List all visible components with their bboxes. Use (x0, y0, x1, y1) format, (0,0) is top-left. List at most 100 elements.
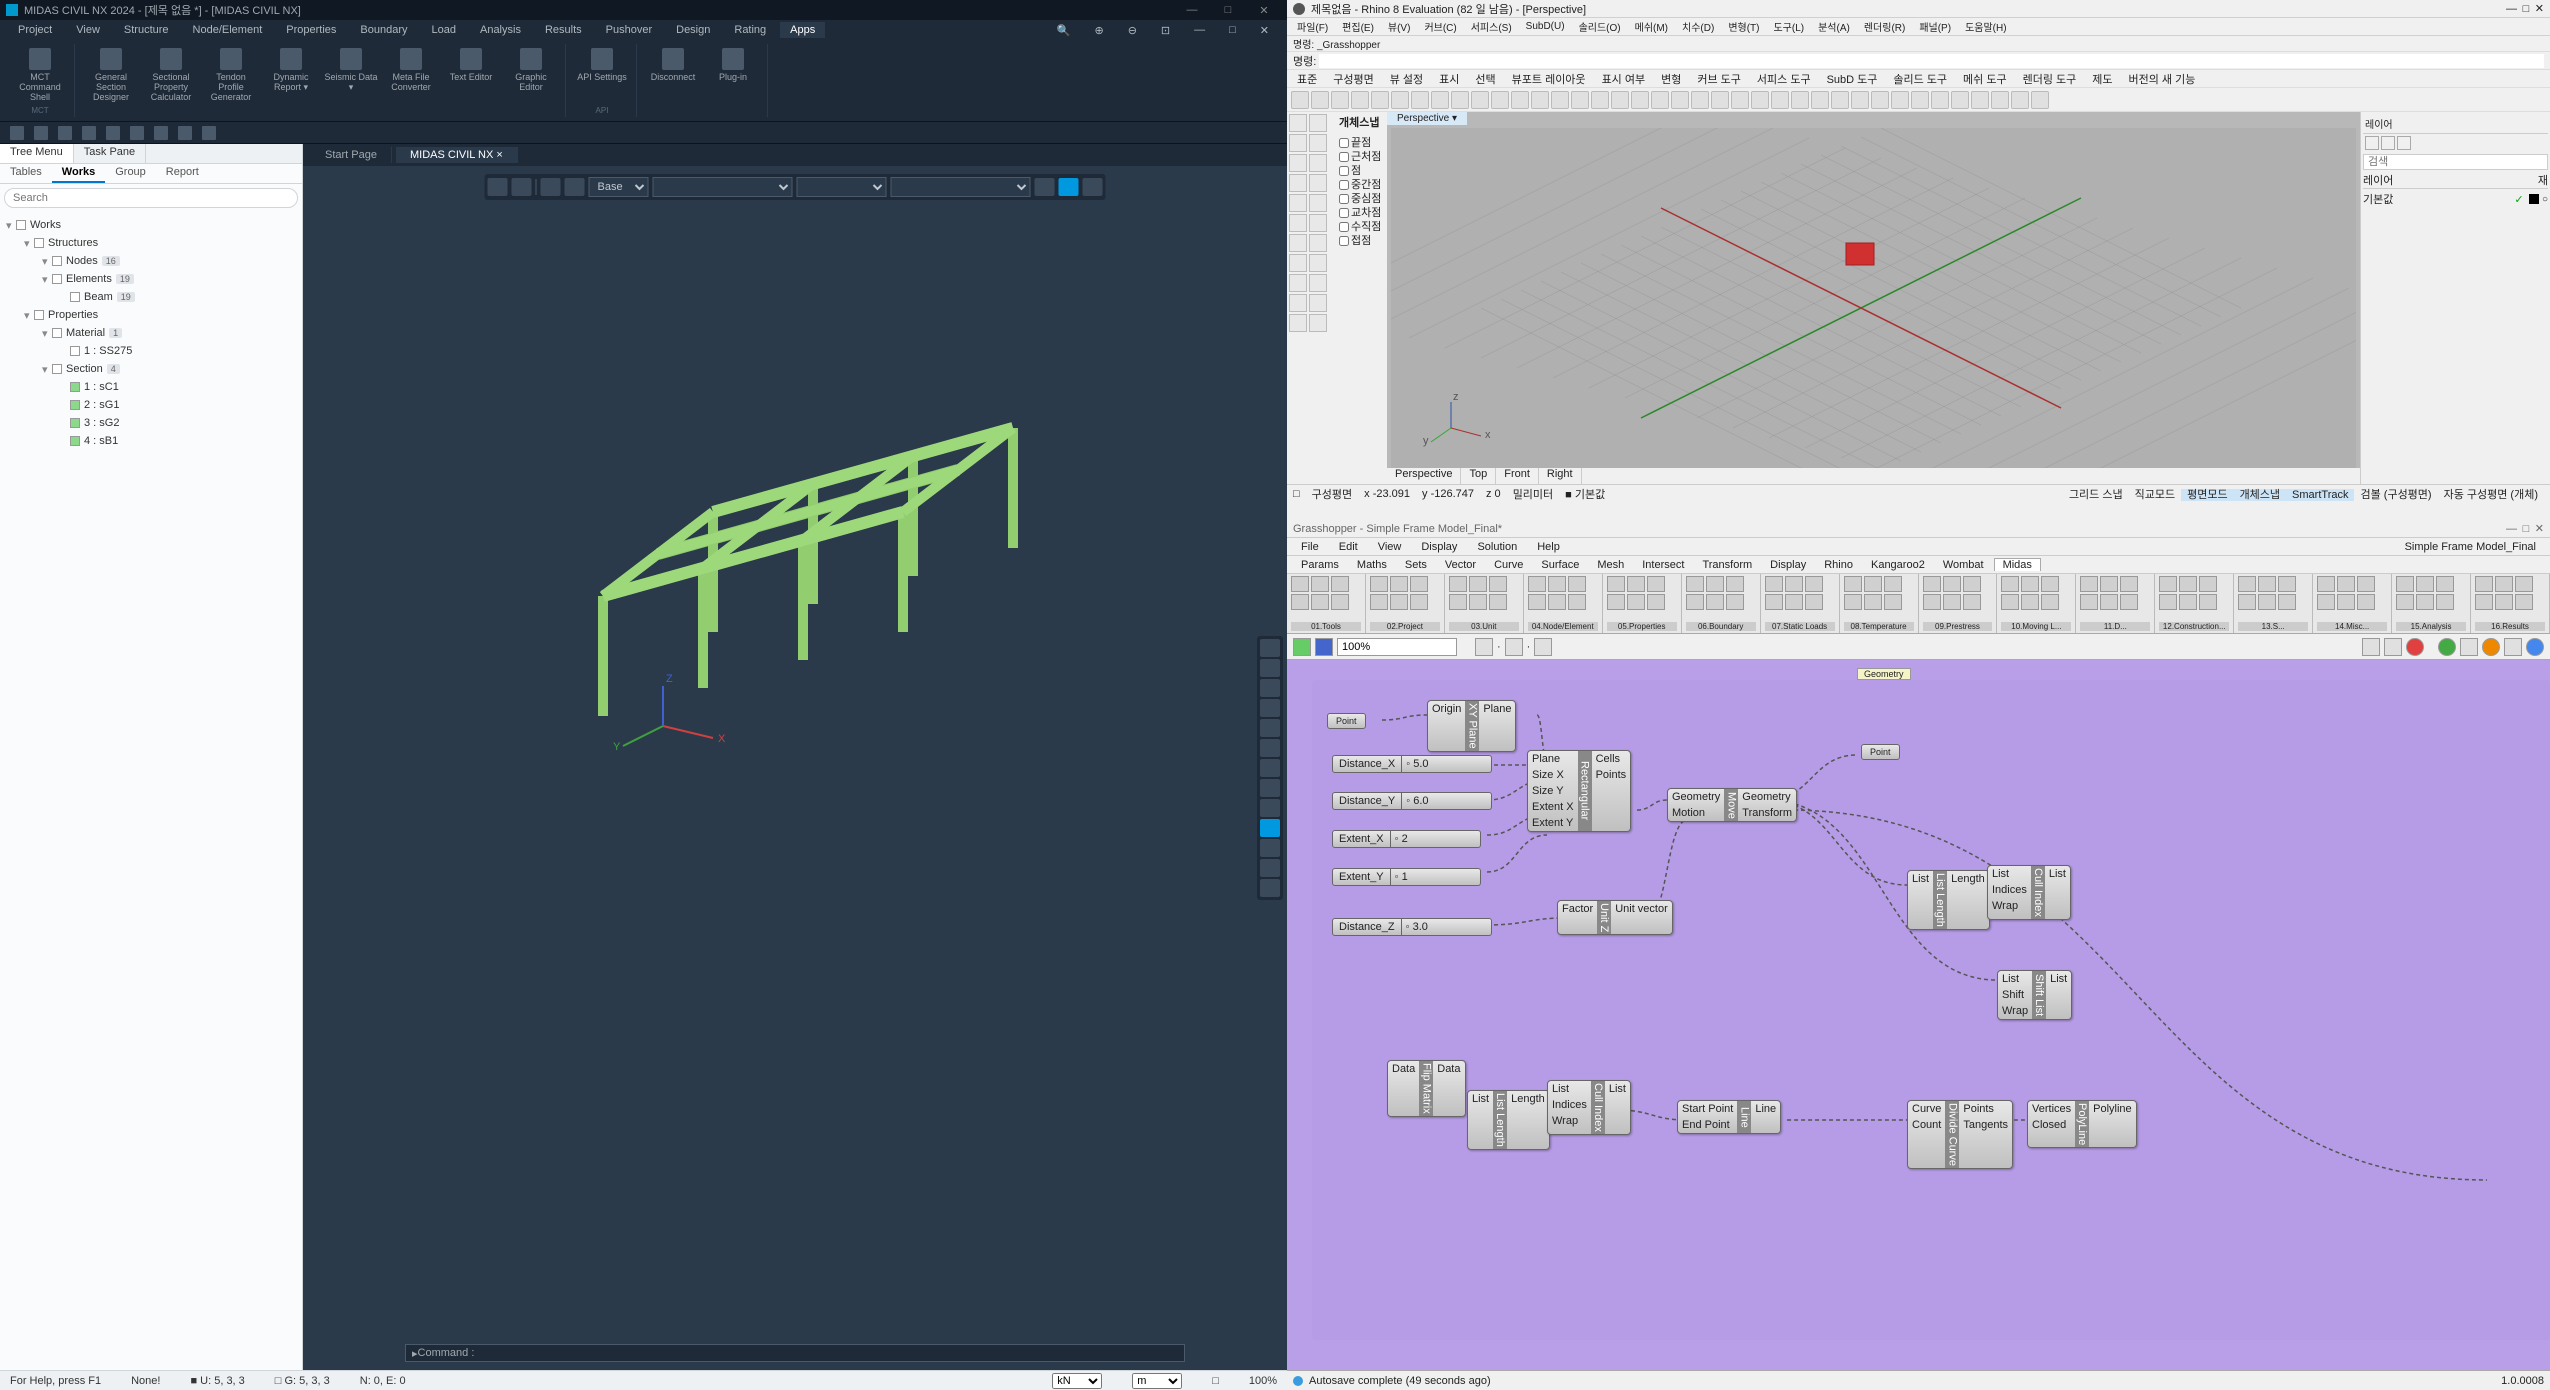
component-icon[interactable] (1568, 594, 1586, 610)
component-icon[interactable] (1627, 594, 1645, 610)
component-icon[interactable] (2199, 594, 2217, 610)
tree-node[interactable]: 3 : sG2 (0, 414, 302, 432)
command-line[interactable]: ▸ Command : (405, 1344, 1185, 1362)
tool-icon[interactable] (1309, 294, 1327, 312)
rv-icon[interactable] (1260, 859, 1280, 877)
component-icon[interactable] (2436, 576, 2454, 592)
tab-curve[interactable]: Curve (1486, 559, 1531, 571)
ribbon-api-settings[interactable]: API Settings (574, 46, 630, 83)
tab-sets[interactable]: Sets (1397, 559, 1435, 571)
toolbar-icon[interactable] (1311, 91, 1329, 109)
component-icon[interactable] (2120, 576, 2138, 592)
tool-tab[interactable]: 렌더링 도구 (2017, 71, 2083, 87)
toolbar-icon[interactable] (1911, 91, 1929, 109)
component-icon[interactable] (1963, 594, 1981, 610)
node-list-length[interactable]: ListList LengthLength (1467, 1090, 1550, 1150)
menu-item[interactable]: 솔리드(O) (1573, 19, 1627, 34)
menu-item[interactable]: 치수(D) (1676, 19, 1720, 34)
node-move[interactable]: GeometryMotionMoveGeometryTransform (1667, 788, 1797, 822)
tab-intersect[interactable]: Intersect (1634, 559, 1692, 571)
rhino-cmd-input[interactable] (1319, 54, 2544, 68)
node-divide-curve[interactable]: CurveCountDivide CurvePointsTangents (1907, 1100, 2013, 1169)
qb-icon[interactable] (10, 126, 24, 140)
slider-Extent_X[interactable]: Extent_X◦ 2 (1332, 830, 1481, 848)
component-icon[interactable] (1311, 594, 1329, 610)
min-icon[interactable]: — (2506, 523, 2517, 535)
slider-Distance_Y[interactable]: Distance_Y◦ 6.0 (1332, 792, 1492, 810)
component-icon[interactable] (1370, 594, 1388, 610)
menu-item[interactable]: SubD(U) (1520, 21, 1571, 32)
component-icon[interactable] (2495, 594, 2513, 610)
tool-icon[interactable] (1309, 114, 1327, 132)
toolbar-icon[interactable] (1611, 91, 1629, 109)
status-btn[interactable]: 평면모드 (2181, 489, 2233, 501)
ribbon-seismic-data-[interactable]: Seismic Data ▾ (323, 46, 379, 103)
tree-node[interactable]: Beam19 (0, 288, 302, 306)
tree-node[interactable]: ▾Section4 (0, 360, 302, 378)
component-icon[interactable] (1390, 576, 1408, 592)
component-icon[interactable] (2396, 576, 2414, 592)
tab-tree-menu[interactable]: Tree Menu (0, 144, 74, 163)
node-xy-plane[interactable]: OriginXY PlanePlane (1427, 700, 1516, 752)
pen-icon[interactable] (1534, 638, 1552, 656)
qb-icon[interactable] (82, 126, 96, 140)
menu-util-icon[interactable]: □ (1219, 22, 1246, 38)
tool-tab[interactable]: 표준 (1291, 71, 1323, 87)
osnap-수직점[interactable]: 수직점 (1339, 220, 1385, 234)
node-rectangular[interactable]: PlaneSize XSize YExtent XExtent YRectang… (1527, 750, 1631, 832)
menu-item[interactable]: 렌더링(R) (1858, 19, 1911, 34)
toolbar-icon[interactable] (1711, 91, 1729, 109)
component-icon[interactable] (1489, 576, 1507, 592)
max-icon[interactable]: □ (2523, 3, 2530, 15)
component-icon[interactable] (2357, 594, 2375, 610)
close-icon[interactable]: ✕ (2535, 2, 2544, 15)
tool-icon[interactable] (1309, 174, 1327, 192)
toolbar-icon[interactable] (1771, 91, 1789, 109)
toolbar-icon[interactable] (1511, 91, 1529, 109)
tab-surface[interactable]: Surface (1533, 559, 1587, 571)
component-icon[interactable] (2515, 576, 2533, 592)
vt-icon[interactable] (1035, 178, 1055, 196)
menu-load[interactable]: Load (422, 22, 466, 38)
component-icon[interactable] (2436, 594, 2454, 610)
component-icon[interactable] (1844, 594, 1862, 610)
component-icon[interactable] (1765, 594, 1783, 610)
tab-tables[interactable]: Tables (0, 164, 52, 183)
menu-display[interactable]: Display (1413, 541, 1465, 553)
toolbar-icon[interactable] (1471, 91, 1489, 109)
tool-icon[interactable] (1289, 254, 1307, 272)
component-icon[interactable] (1686, 576, 1704, 592)
qb-icon[interactable] (178, 126, 192, 140)
component-icon[interactable] (1331, 576, 1349, 592)
vp-tab-top[interactable]: Top (1461, 468, 1496, 484)
component-icon[interactable] (1943, 594, 1961, 610)
param-point[interactable]: Point (1327, 713, 1366, 729)
component-icon[interactable] (2159, 594, 2177, 610)
tool-icon[interactable] (1289, 274, 1307, 292)
tree-node[interactable]: ▾Works (0, 216, 302, 234)
ribbon-text-editor[interactable]: Text Editor (443, 46, 499, 103)
menu-structure[interactable]: Structure (114, 22, 179, 38)
toolbar-icon[interactable] (2011, 91, 2029, 109)
menu-pushover[interactable]: Pushover (596, 22, 662, 38)
menu-item[interactable]: 분석(A) (1812, 19, 1856, 34)
menu-item[interactable]: 패널(P) (1913, 19, 1957, 34)
slider-Extent_Y[interactable]: Extent_Y◦ 1 (1332, 868, 1481, 886)
component-icon[interactable] (1864, 576, 1882, 592)
menu-item[interactable]: 서피스(S) (1465, 19, 1518, 34)
vp-tab-right[interactable]: Right (1539, 468, 1582, 484)
tool-tab[interactable]: 표시 여부 (1596, 71, 1652, 87)
component-icon[interactable] (1528, 576, 1546, 592)
tool-tab[interactable]: 뷰 설정 (1384, 71, 1429, 87)
component-icon[interactable] (1706, 576, 1724, 592)
osnap-중간점[interactable]: 중간점 (1339, 178, 1385, 192)
rv-icon[interactable] (1260, 839, 1280, 857)
component-icon[interactable] (2001, 594, 2019, 610)
vt-icon[interactable] (512, 178, 532, 196)
node-shift-list[interactable]: ListShiftWrapShift ListList (1997, 970, 2072, 1020)
qb-icon[interactable] (154, 126, 168, 140)
qb-icon[interactable] (106, 126, 120, 140)
sketch-icon[interactable] (1475, 638, 1493, 656)
tool-icon[interactable] (1309, 214, 1327, 232)
tool-icon[interactable] (1289, 114, 1307, 132)
